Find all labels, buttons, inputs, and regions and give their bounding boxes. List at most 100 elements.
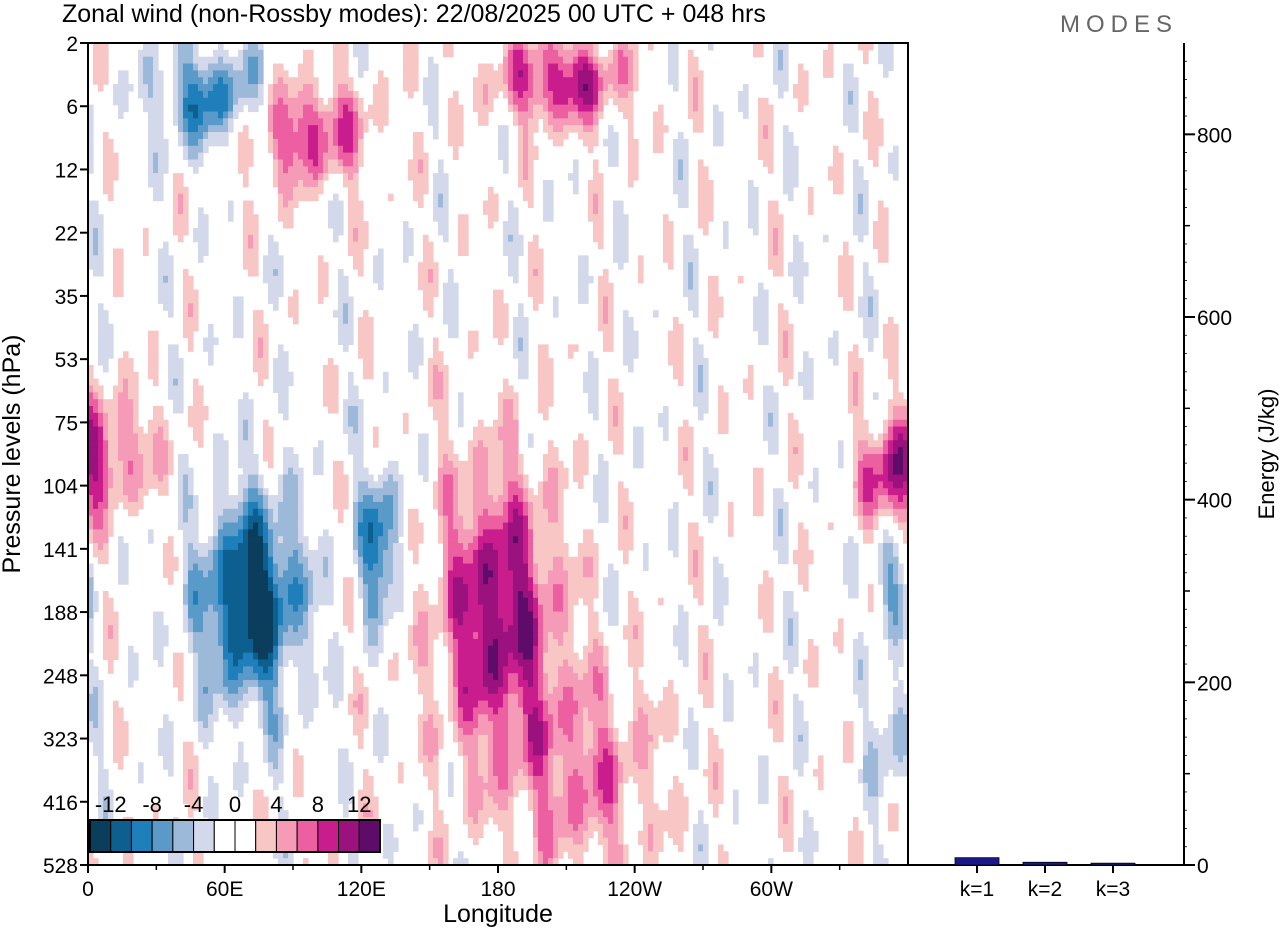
field-cell (118, 358, 124, 366)
field-cell (273, 289, 279, 298)
field-cell (618, 227, 624, 236)
field-cell (483, 536, 489, 544)
field-cell (288, 303, 294, 311)
field-cell (623, 214, 629, 222)
field-cell (363, 474, 369, 482)
field-cell (628, 180, 634, 188)
field-cell (413, 43, 419, 51)
field-cell (118, 262, 124, 270)
field-cell (423, 173, 429, 181)
field-cell (853, 454, 859, 462)
field-cell (633, 84, 639, 92)
field-cell (848, 351, 854, 359)
field-cell (348, 125, 354, 133)
field-cell (578, 49, 584, 58)
field-cell (518, 77, 524, 85)
field-cell (708, 323, 714, 332)
field-cell (248, 221, 254, 229)
field-cell (673, 56, 679, 65)
field-cell (108, 138, 114, 147)
field-cell (593, 358, 599, 366)
field-cell (773, 77, 779, 85)
field-cell (558, 118, 564, 126)
field-cell (428, 371, 434, 380)
field-cell (868, 536, 874, 544)
field-cell (548, 508, 554, 517)
field-cell (348, 152, 354, 161)
field-cell (438, 399, 444, 407)
field-cell (848, 282, 854, 291)
field-cell (218, 70, 224, 78)
field-cell (518, 152, 524, 161)
field-cell (208, 358, 214, 366)
field-cell (253, 70, 259, 78)
field-cell (333, 166, 339, 174)
field-cell (153, 378, 159, 387)
field-cell (503, 132, 509, 140)
field-cell (828, 63, 834, 71)
field-cell (143, 440, 149, 448)
field-cell (118, 543, 124, 551)
field-cell (293, 501, 299, 510)
field-cell (178, 234, 184, 243)
field-cell (273, 70, 279, 78)
field-cell (833, 351, 839, 359)
field-cell (873, 460, 879, 469)
field-cell (343, 419, 349, 428)
field-cell (848, 77, 854, 85)
field-cell (723, 227, 729, 236)
field-cell (323, 132, 329, 140)
field-cell (863, 132, 869, 140)
field-cell (368, 104, 374, 113)
field-cell (98, 508, 104, 517)
field-cell (528, 495, 534, 503)
field-cell (863, 536, 869, 544)
field-cell (193, 152, 199, 161)
field-cell (93, 406, 99, 414)
field-cell (448, 460, 454, 469)
field-cell (148, 63, 154, 71)
field-cell (238, 488, 244, 496)
field-cell (563, 549, 569, 558)
field-cell (103, 440, 109, 448)
field-cell (533, 49, 539, 58)
field-cell (558, 43, 564, 51)
field-cell (528, 248, 534, 256)
field-cell (613, 77, 619, 85)
field-cell (203, 221, 209, 229)
field-cell (778, 84, 784, 92)
field-cell (518, 481, 524, 489)
field-cell (618, 234, 624, 243)
field-cell (583, 440, 589, 448)
field-cell (143, 454, 149, 462)
field-cell (343, 303, 349, 311)
field-cell (553, 43, 559, 51)
field-cell (773, 262, 779, 270)
field-cell (843, 262, 849, 270)
field-cell (488, 454, 494, 462)
field-cell (103, 412, 109, 421)
field-cell (433, 351, 439, 359)
field-cell (673, 364, 679, 373)
field-cell (448, 549, 454, 558)
field-cell (328, 207, 334, 215)
field-cell (453, 132, 459, 140)
field-cell (88, 248, 94, 256)
field-cell (693, 344, 699, 352)
field-cell (248, 234, 254, 243)
field-cell (668, 221, 674, 229)
field-cell (348, 84, 354, 92)
field-cell (843, 275, 849, 284)
field-cell (868, 460, 874, 469)
field-cell (693, 351, 699, 359)
field-cell (193, 43, 199, 51)
field-cell (553, 447, 559, 455)
field-cell (888, 549, 894, 558)
field-cell (183, 310, 189, 318)
field-cell (318, 440, 324, 448)
field-cell (548, 529, 554, 537)
field-cell (503, 330, 509, 339)
field-cell (203, 125, 209, 133)
field-cell (768, 221, 774, 229)
field-cell (178, 173, 184, 181)
